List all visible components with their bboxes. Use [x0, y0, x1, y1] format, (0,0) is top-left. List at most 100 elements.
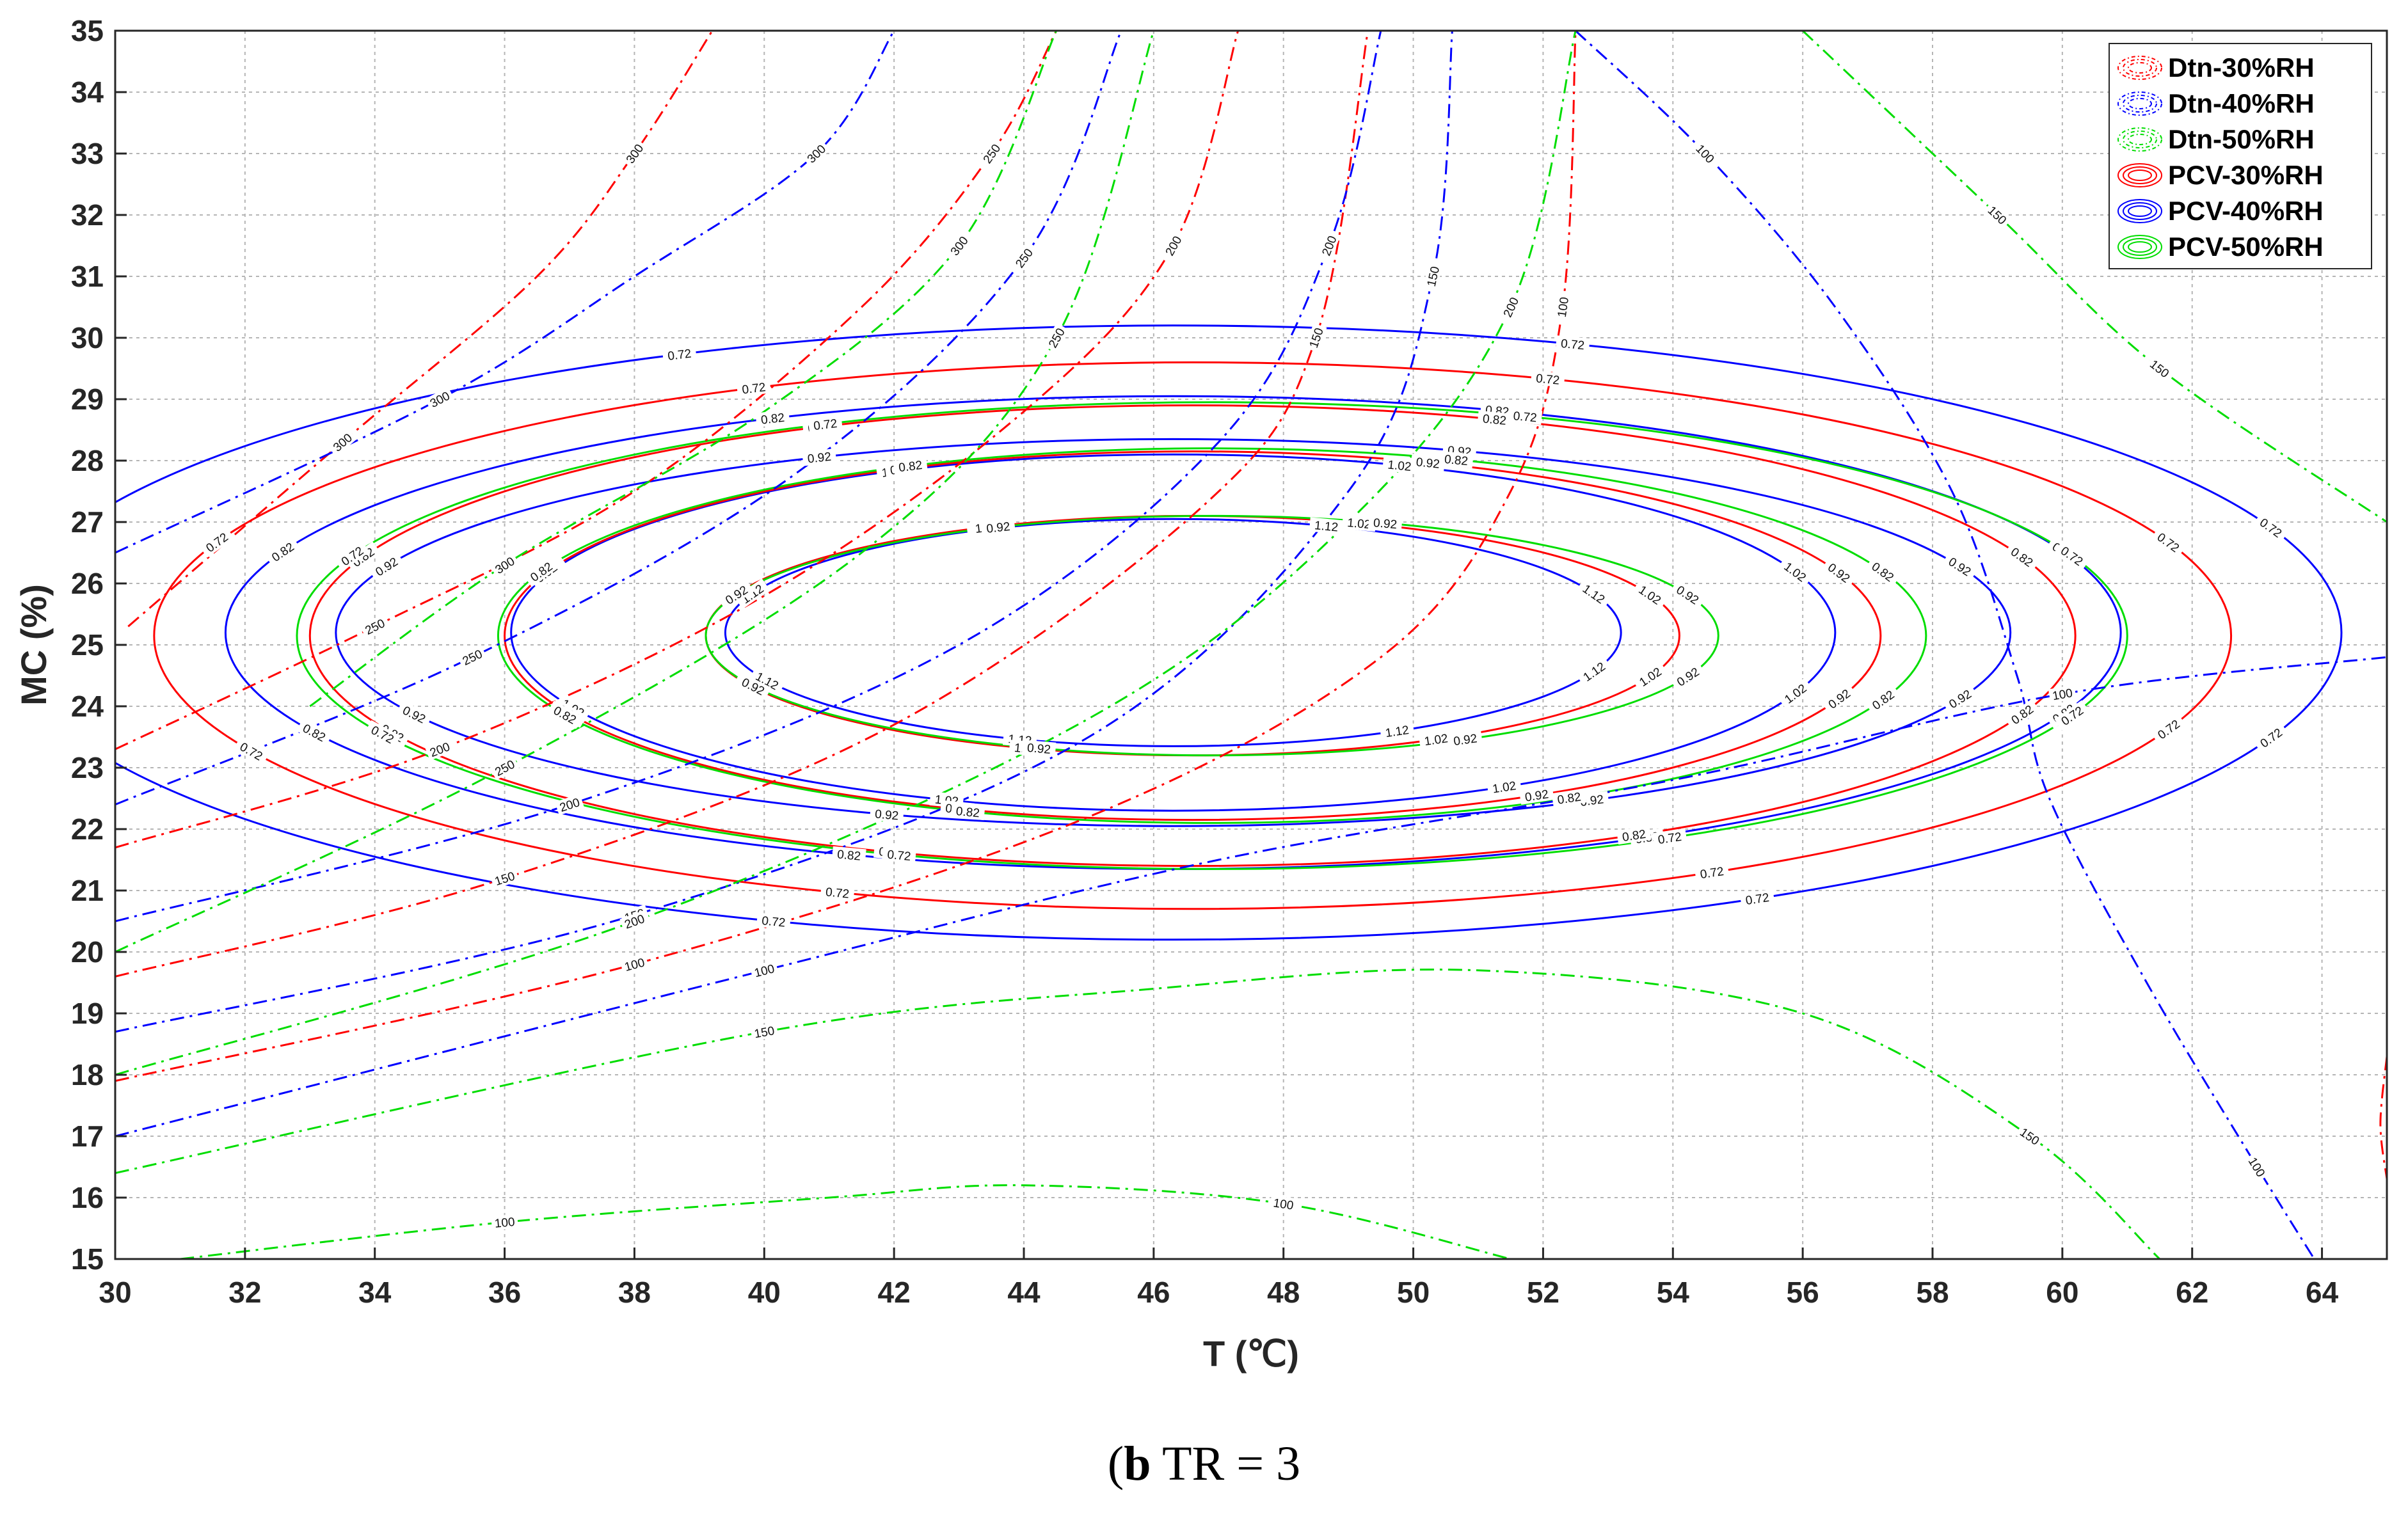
legend-item: Dtn-30%RH — [2117, 52, 2315, 83]
y-tick-label: 35 — [71, 14, 104, 47]
contour-label-bg — [523, 556, 559, 587]
contour-label-bg — [368, 551, 404, 582]
x-tick-label: 42 — [878, 1276, 911, 1309]
contour-label: 1.12 — [1379, 721, 1415, 741]
pcv-40-rh-label: 1.02 — [1387, 458, 1412, 474]
dtn-50-rh-contour — [115, 31, 1155, 953]
contour-label-bg — [1632, 661, 1668, 692]
contour-label-bg — [1865, 556, 1901, 587]
contour-label-bg — [1982, 200, 2012, 230]
contour-label-bg — [1942, 551, 1978, 582]
y-tick-label: 23 — [71, 751, 104, 784]
pcv-40-rh-label: 1.12 — [1314, 519, 1339, 534]
contour-label-bg — [2014, 1123, 2045, 1150]
x-tick-label: 52 — [1527, 1276, 1559, 1309]
contour-label-bg — [802, 448, 837, 466]
y-tick-label: 16 — [71, 1181, 104, 1214]
contour-label-bg — [736, 379, 772, 397]
legend-swatch — [2128, 98, 2152, 109]
figure-caption: (b TR = 3 — [1107, 1437, 1301, 1491]
contour-label-bg — [1670, 661, 1706, 692]
contour-label: 0.72 — [820, 883, 855, 901]
pcv-50-rh-contour — [705, 514, 1719, 757]
x-tick-label: 38 — [618, 1276, 651, 1309]
contour-label-bg — [734, 578, 770, 609]
contour-label-bg — [1576, 578, 1612, 609]
contour-label-bg — [1423, 262, 1443, 291]
axis-ticks: 30 32 34 36 38 40 42 44 46 48 50 52 54 56 58 60 62 64 15 16… — [71, 14, 2339, 1309]
y-tick-label: 30 — [71, 321, 104, 354]
legend-item: Dtn-50%RH — [2117, 124, 2315, 154]
contour-label-bg — [619, 954, 650, 975]
contour-label-bg — [1530, 370, 1565, 388]
pcv-50-rh-label: 0.72 — [813, 417, 838, 433]
legend-swatch — [2123, 202, 2157, 220]
legend-swatch — [2128, 241, 2152, 253]
contour-label-bg — [882, 846, 916, 864]
pcv-40-rh-label: 0.92 — [807, 450, 832, 466]
dtn-50-rh-label: 100 — [494, 1216, 516, 1231]
contour-label-bg — [1576, 656, 1612, 687]
dtn-40-rh-contour — [115, 31, 1122, 805]
dtn-40-rh-contour — [115, 656, 2387, 1137]
contour-label-bg — [662, 345, 697, 363]
contour-label: 0.72 — [2151, 713, 2187, 745]
legend-label: Dtn-50%RH — [2168, 124, 2315, 154]
y-tick-label: 24 — [71, 690, 104, 723]
contour-label: 0.72 — [882, 846, 916, 864]
contour-label-bg — [334, 540, 370, 571]
contour-label-bg — [2004, 699, 2040, 730]
contour-label: 0.72 — [756, 912, 791, 930]
pcv-50-rh-label: 0.72 — [886, 848, 911, 864]
contour-label-bg — [1551, 788, 1587, 807]
contour-label: 0.92 — [802, 448, 837, 466]
grid-lines — [115, 30, 2387, 1260]
legend-swatch — [2128, 205, 2152, 217]
y-tick-label: 15 — [71, 1242, 104, 1276]
contour-label-bg — [619, 910, 650, 933]
dtn-30-rh-contour — [127, 31, 714, 628]
pcv-30-rh-contour — [504, 450, 1882, 821]
contour-label-bg — [1739, 889, 1775, 908]
x-tick-label: 58 — [1916, 1276, 1949, 1309]
x-tick-label: 34 — [358, 1276, 392, 1309]
contour-label-bg — [2048, 685, 2077, 704]
contour-label-bg — [233, 736, 269, 766]
pcv-40-rh-label: 0.72 — [667, 347, 692, 363]
legend-swatch — [2123, 95, 2157, 113]
contour-label-bg — [491, 1214, 519, 1231]
y-tick-label: 20 — [71, 935, 104, 969]
contour-label-bg — [1821, 557, 1857, 589]
legend-swatch — [2117, 56, 2162, 80]
x-tick-label: 62 — [2176, 1276, 2208, 1309]
contour-label-bg — [2054, 540, 2090, 571]
contour-label: 0.82 — [1551, 788, 1587, 807]
pcv-40-rh-contour — [510, 453, 1837, 812]
legend-label: Dtn-30%RH — [2168, 52, 2315, 83]
pcv-40-rh-label: 0.92 — [874, 807, 899, 823]
pcv-30-rh-label: 1.02 — [1346, 516, 1371, 532]
contour-label-bg — [1778, 677, 1813, 709]
legend-swatch — [2123, 166, 2157, 184]
contour-label-bg — [1160, 230, 1186, 261]
contour-label: 100 — [1269, 1194, 1298, 1213]
contour-label-bg — [490, 551, 520, 578]
legend-swatch — [2123, 238, 2157, 256]
contour-label: 0.72 — [808, 415, 843, 433]
contour-label: 0.82 — [1439, 451, 1474, 468]
contour-label-bg — [1439, 451, 1474, 468]
contour-label: 1.02 — [1382, 456, 1417, 474]
dtn-50-rh-label: 100 — [1272, 1196, 1294, 1213]
pcv-30-rh-label: 0.82 — [1482, 413, 1507, 428]
y-tick-label: 25 — [71, 628, 104, 661]
pcv-50-rh-label: 0.92 — [1453, 732, 1478, 749]
contour-label-bg — [546, 700, 584, 729]
x-tick-label: 50 — [1397, 1276, 1430, 1309]
pcv-50-rh-label: 0.82 — [955, 805, 980, 820]
caption-label: b — [1124, 1437, 1151, 1491]
contour-label: 0.72 — [1530, 370, 1565, 388]
contour-label-bg — [756, 912, 791, 930]
x-tick-label: 32 — [228, 1276, 261, 1309]
contour-label: 0.82 — [755, 409, 790, 427]
